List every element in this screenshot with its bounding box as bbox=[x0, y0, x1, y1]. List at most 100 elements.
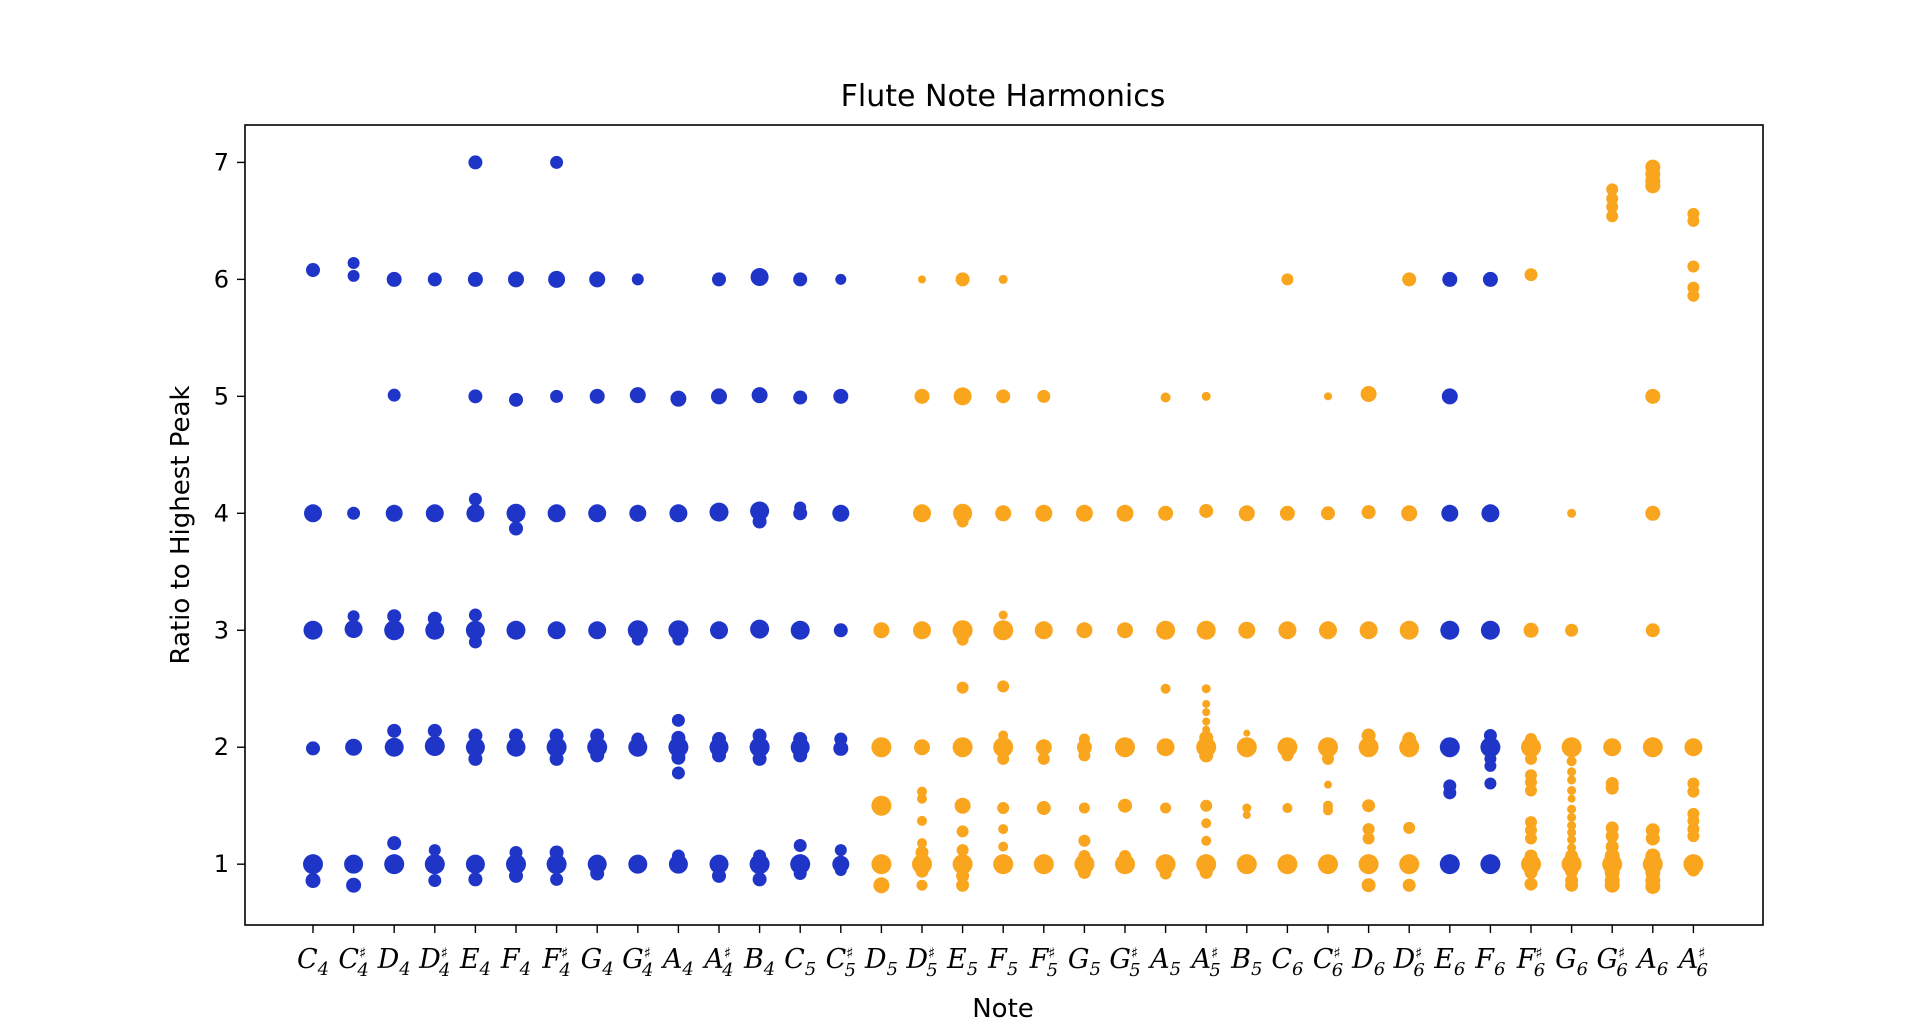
harmonic-point bbox=[668, 737, 689, 758]
harmonic-point bbox=[956, 869, 970, 883]
harmonic-point bbox=[1441, 388, 1458, 405]
harmonic-point bbox=[1687, 260, 1700, 273]
harmonic-point bbox=[956, 844, 969, 857]
harmonic-point bbox=[1687, 289, 1700, 302]
harmonic-point bbox=[303, 854, 323, 875]
harmonic-point bbox=[871, 854, 892, 875]
harmonic-point bbox=[1242, 803, 1252, 813]
harmonic-point bbox=[303, 620, 323, 640]
harmonic-point bbox=[465, 854, 485, 874]
harmonic-point bbox=[1642, 737, 1663, 758]
harmonic-point bbox=[1360, 386, 1377, 403]
harmonic-point bbox=[1480, 620, 1500, 640]
harmonic-point bbox=[752, 751, 767, 766]
x-tick-label: D4 bbox=[377, 944, 411, 980]
x-tick-label: A6 bbox=[1634, 944, 1668, 980]
harmonic-point bbox=[793, 506, 808, 521]
harmonic-point bbox=[1402, 272, 1417, 287]
harmonic-point bbox=[1115, 854, 1135, 875]
harmonic-point bbox=[427, 272, 442, 287]
harmonic-point bbox=[953, 387, 972, 406]
harmonic-point bbox=[1480, 737, 1501, 758]
harmonic-point bbox=[384, 620, 405, 641]
harmonic-point bbox=[998, 841, 1009, 852]
harmonic-point bbox=[1156, 738, 1175, 757]
x-tick-label: G4 bbox=[581, 944, 614, 980]
harmonic-point bbox=[955, 272, 970, 287]
harmonic-point bbox=[387, 388, 401, 402]
harmonic-point bbox=[1684, 738, 1703, 757]
harmonic-point bbox=[548, 270, 566, 288]
harmonic-point bbox=[993, 737, 1014, 758]
harmonic-point bbox=[956, 515, 969, 528]
harmonic-point bbox=[1567, 508, 1577, 518]
harmonic-point bbox=[793, 390, 808, 405]
harmonic-point bbox=[1324, 392, 1332, 401]
harmonic-point bbox=[546, 737, 567, 758]
x-tick-label: C6 bbox=[1271, 944, 1303, 980]
harmonic-point bbox=[671, 713, 685, 727]
harmonic-point bbox=[1567, 794, 1576, 803]
harmonic-point bbox=[917, 793, 927, 804]
harmonic-point bbox=[344, 854, 364, 874]
harmonic-point bbox=[833, 388, 849, 404]
harmonic-point bbox=[589, 271, 606, 288]
harmonic-point bbox=[670, 390, 687, 407]
harmonic-point bbox=[387, 836, 402, 851]
harmonic-point bbox=[1399, 854, 1420, 875]
harmonic-point bbox=[386, 271, 402, 287]
harmonic-point bbox=[711, 388, 727, 405]
chart-title: Flute Note Harmonics bbox=[841, 79, 1166, 114]
harmonic-point bbox=[1160, 683, 1171, 694]
harmonic-point bbox=[1606, 183, 1619, 196]
harmonic-point bbox=[424, 854, 445, 875]
harmonic-point bbox=[1324, 780, 1332, 789]
harmonic-point bbox=[1236, 854, 1257, 875]
harmonic-point bbox=[1037, 752, 1050, 765]
harmonic-point bbox=[793, 838, 807, 852]
harmonic-point bbox=[917, 838, 927, 849]
harmonic-point bbox=[1524, 865, 1538, 879]
harmonic-point bbox=[790, 620, 810, 640]
harmonic-point bbox=[993, 620, 1014, 641]
harmonic-point bbox=[468, 389, 483, 404]
harmonic-point bbox=[1242, 811, 1251, 820]
harmonic-point bbox=[384, 737, 404, 757]
harmonic-point bbox=[1321, 506, 1335, 521]
harmonic-point bbox=[1318, 854, 1338, 875]
harmonic-point bbox=[997, 680, 1010, 693]
harmonic-point bbox=[833, 740, 849, 756]
plot-points bbox=[303, 155, 1704, 894]
harmonic-point bbox=[998, 274, 1008, 284]
harmonic-point bbox=[1567, 804, 1577, 814]
harmonic-point bbox=[1358, 854, 1379, 875]
harmonic-point bbox=[1201, 818, 1212, 829]
harmonic-point bbox=[1202, 699, 1211, 708]
harmonic-point bbox=[346, 877, 362, 893]
harmonic-point bbox=[304, 504, 322, 523]
harmonic-point bbox=[344, 620, 363, 639]
harmonic-point bbox=[347, 610, 360, 623]
harmonic-point bbox=[1565, 623, 1579, 637]
x-tick-label: F5 bbox=[987, 944, 1018, 980]
harmonic-point bbox=[752, 514, 767, 529]
harmonic-point bbox=[750, 268, 769, 287]
harmonic-point bbox=[306, 741, 320, 756]
harmonic-point bbox=[1077, 865, 1091, 879]
y-tick-label: 7 bbox=[214, 148, 229, 176]
y-tick-label: 1 bbox=[214, 850, 229, 878]
harmonic-point bbox=[1603, 738, 1622, 757]
harmonic-point bbox=[956, 878, 970, 892]
harmonic-point bbox=[712, 748, 726, 763]
harmonic-point bbox=[996, 389, 1011, 404]
harmonic-point bbox=[1687, 214, 1700, 227]
x-tick-label: D5 bbox=[864, 944, 898, 980]
harmonic-point bbox=[468, 751, 483, 766]
harmonic-point bbox=[1605, 829, 1619, 843]
harmonic-point bbox=[997, 802, 1010, 815]
harmonic-point bbox=[1159, 867, 1172, 880]
harmonic-point bbox=[793, 867, 807, 881]
harmonic-point bbox=[1645, 178, 1661, 194]
x-tick-label: C♯ 5 bbox=[826, 944, 856, 981]
harmonic-point bbox=[590, 866, 605, 881]
